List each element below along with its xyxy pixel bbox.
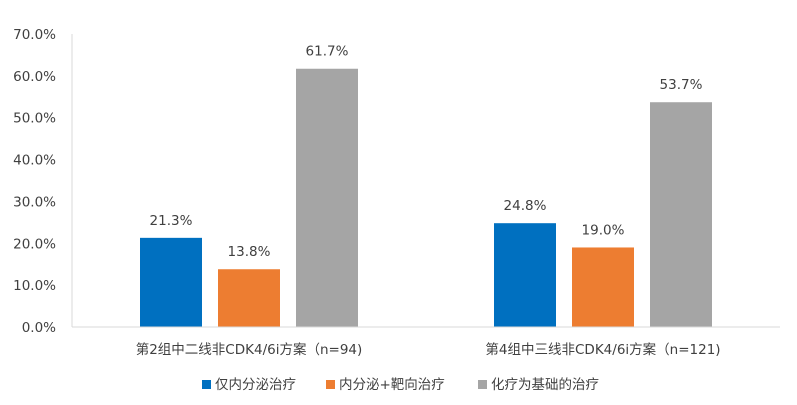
bar-series2-cat1: [218, 269, 280, 327]
data-label: 19.0%: [582, 222, 625, 238]
bar-series3-cat2: [650, 102, 712, 327]
x-category-label: 第2组中二线非CDK4/6i方案（n=94): [136, 341, 363, 358]
data-label: 53.7%: [660, 77, 703, 93]
x-axis: 第2组中二线非CDK4/6i方案（n=94) 第4组中三线非CDK4/6i方案（n…: [72, 326, 780, 358]
bar-series1-cat1: [140, 237, 202, 327]
bars: 21.3% 13.8% 61.7% 24.8% 19.0% 53.7%: [140, 44, 712, 328]
legend-label: 化疗为基础的治疗: [491, 376, 599, 393]
y-axis: 0.0% 10.0% 20.0% 30.0% 40.0% 50.0% 60.0% 70.0%: [13, 27, 73, 336]
legend: 仅内分泌治疗 内分泌+靶向治疗 化疗为基础的治疗: [202, 376, 599, 393]
y-tick-label: 70.0%: [13, 27, 56, 43]
legend-swatch: [326, 380, 335, 389]
data-label: 21.3%: [150, 213, 193, 229]
legend-swatch: [478, 380, 487, 389]
legend-label: 仅内分泌治疗: [215, 377, 296, 393]
y-tick-label: 10.0%: [13, 278, 56, 294]
legend-label: 内分泌+靶向治疗: [339, 377, 445, 393]
y-tick-label: 60.0%: [13, 69, 56, 85]
bar-series1-cat2: [494, 223, 556, 327]
y-tick-label: 30.0%: [13, 194, 56, 210]
bar-series3-cat1: [296, 68, 358, 328]
x-category-label: 第4组中三线非CDK4/6i方案（n=121): [485, 341, 720, 358]
data-label: 24.8%: [504, 198, 547, 214]
y-tick-label: 20.0%: [13, 236, 56, 252]
data-label: 13.8%: [228, 244, 271, 260]
y-tick-label: 0.0%: [22, 320, 56, 336]
bar-series2-cat2: [572, 247, 634, 327]
y-tick-label: 40.0%: [13, 153, 56, 169]
data-label: 61.7%: [306, 44, 349, 60]
legend-swatch: [202, 380, 211, 389]
y-tick-label: 50.0%: [13, 111, 56, 127]
